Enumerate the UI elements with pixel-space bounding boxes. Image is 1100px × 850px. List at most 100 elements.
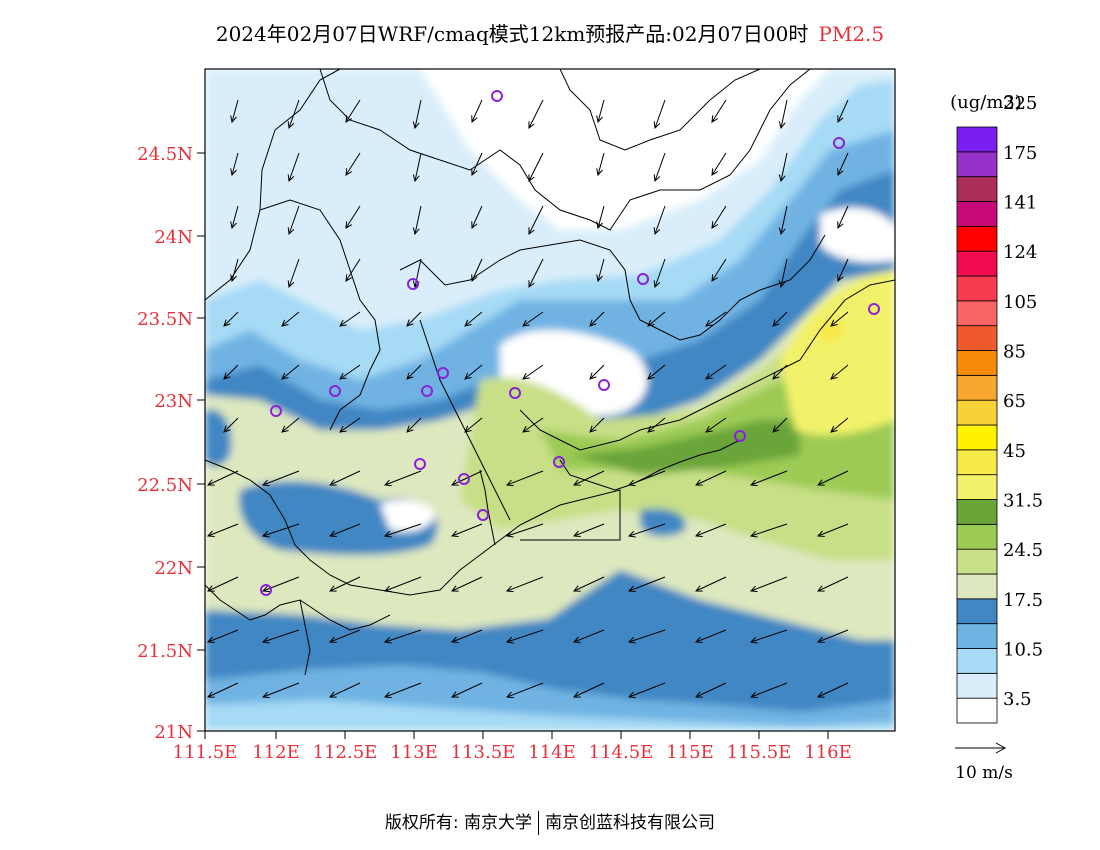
wind-arrow — [705, 364, 727, 380]
lon-label: 113E — [390, 742, 438, 763]
lon-label: 115E — [666, 742, 714, 763]
legend-label: 105 — [1003, 292, 1037, 313]
wind-arrow — [522, 364, 544, 380]
legend-label: 85 — [1003, 342, 1026, 363]
legend-swatch — [956, 176, 998, 202]
wind-arrow — [505, 470, 544, 487]
wind-arrow — [261, 576, 300, 593]
wind-arrow — [230, 258, 239, 283]
wind-arrow — [345, 205, 361, 229]
lon-label: 114E — [528, 742, 576, 763]
wind-arrow — [522, 417, 544, 433]
wind-arrow — [772, 417, 788, 433]
wind-arrow — [450, 629, 483, 644]
legend-swatch — [956, 548, 998, 575]
wind-arrow — [694, 470, 727, 486]
legend-swatch — [956, 201, 998, 227]
lat-label: 23.5N — [137, 309, 193, 330]
legend-swatch — [956, 300, 998, 327]
lon-label: 112.5E — [313, 742, 378, 763]
wind-arrow — [596, 258, 605, 283]
wind-arrow — [528, 205, 544, 235]
wind-arrow — [383, 576, 422, 593]
lat-label: 21N — [154, 722, 193, 743]
wind-arrow — [287, 258, 300, 289]
legend-swatch — [956, 648, 998, 674]
footer-separator — [538, 811, 540, 835]
wind-arrow — [412, 205, 422, 236]
wind-arrow — [206, 629, 239, 644]
lat-label: 24N — [154, 227, 193, 248]
legend-swatch — [956, 275, 998, 302]
wind-arrow — [345, 152, 361, 176]
legend-swatch — [956, 250, 998, 277]
wind-arrow — [261, 470, 300, 487]
wind-arrow — [464, 364, 483, 380]
wind-arrow — [471, 152, 483, 177]
wind-arrow — [589, 311, 605, 327]
wind-arrow — [287, 99, 300, 130]
wind-arrow — [694, 523, 727, 538]
lat-labels: 24.5N 24N 23.5N 23N 22.5N 22N 21.5N 21N — [137, 144, 193, 743]
wind-arrow — [596, 205, 605, 230]
legend-label: 17.5 — [1003, 590, 1043, 611]
wind-arrow — [339, 417, 361, 433]
wind-arrow — [471, 258, 483, 283]
wind-arrow — [816, 682, 849, 698]
wind-arrow — [816, 470, 849, 486]
station-markers — [260, 90, 880, 596]
wind-arrow — [589, 417, 605, 433]
wind-arrow — [653, 99, 666, 130]
copyright-left: 版权所有: 南京大学 — [384, 813, 533, 833]
copyright-right: 南京创蓝科技有限公司 — [545, 813, 716, 833]
wind-arrow — [261, 523, 300, 538]
wind-arrow — [281, 417, 300, 433]
wind-arrow — [627, 470, 666, 487]
wind-arrow — [406, 311, 422, 327]
wind-arrow — [281, 364, 300, 380]
wind-arrow — [653, 258, 666, 289]
wind-arrow — [223, 311, 239, 327]
lon-labels: 111.5E 112E 112.5E 113E 113.5E 114E 114.… — [173, 742, 852, 763]
wind-arrow — [328, 629, 361, 644]
wind-arrow — [837, 258, 849, 283]
wind-arrow — [749, 576, 788, 593]
wind-arrow — [694, 682, 727, 698]
wind-arrow — [328, 682, 361, 698]
legend-swatch — [956, 399, 998, 426]
legend-label: 10.5 — [1003, 640, 1043, 661]
wind-arrow — [830, 417, 849, 433]
wind-arrow — [627, 576, 666, 593]
wind-arrow — [572, 682, 605, 698]
wind-arrow — [778, 152, 788, 183]
wind-arrow — [383, 523, 422, 538]
wind-arrow — [206, 523, 239, 538]
wind-arrow — [406, 417, 422, 433]
wind-arrow — [206, 470, 239, 486]
wind-arrow — [281, 311, 300, 327]
wind-arrow — [471, 205, 483, 230]
wind-arrow — [450, 470, 483, 486]
wind-arrow — [328, 470, 361, 486]
wind-arrow — [837, 205, 849, 230]
wind-arrow — [778, 99, 788, 130]
legend-swatch — [956, 126, 998, 153]
lat-label: 23N — [154, 391, 193, 412]
legend-swatch — [956, 151, 998, 178]
wind-scale-arrow — [955, 742, 1007, 754]
wind-arrow — [816, 629, 849, 644]
wind-arrow — [412, 152, 422, 183]
wind-arrow — [653, 152, 666, 183]
legend-label: 175 — [1003, 143, 1037, 164]
legend-label: 124 — [1003, 242, 1037, 263]
wind-arrow — [230, 99, 239, 124]
copyright-footer: 版权所有: 南京大学 南京创蓝科技有限公司 — [0, 808, 1100, 835]
wind-arrow — [464, 417, 483, 433]
wind-arrow — [383, 629, 422, 644]
wind-arrow — [261, 682, 300, 699]
legend-label: 3.5 — [1003, 689, 1032, 710]
pm25-field — [205, 69, 895, 731]
legend-swatch — [956, 598, 998, 625]
wind-arrow — [778, 258, 788, 289]
